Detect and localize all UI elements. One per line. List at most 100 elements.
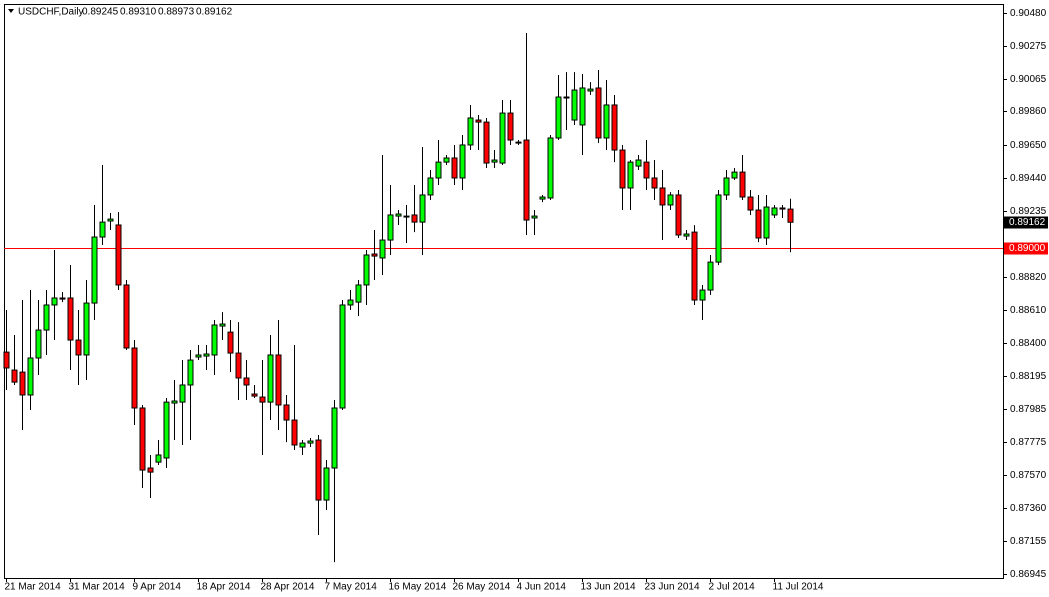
y-tick-label: 0.87155: [1010, 536, 1047, 547]
x-tick-label: 31 Mar 2014: [69, 582, 126, 593]
candle-body: [675, 194, 682, 236]
candle-body: [659, 187, 666, 206]
candle-body: [411, 214, 418, 223]
candle-body: [323, 467, 330, 501]
x-tick-label: 16 May 2014: [389, 582, 447, 593]
candle-body: [691, 231, 698, 301]
candle-body: [3, 351, 10, 369]
candle-body: [395, 213, 402, 217]
candle-body: [587, 88, 594, 92]
candle-body: [59, 297, 66, 300]
y-tick-label: 0.88820: [1010, 272, 1047, 283]
candle-body: [155, 454, 162, 463]
candle-body: [339, 304, 346, 409]
candle-body: [723, 177, 730, 196]
candle-body: [539, 196, 546, 200]
ohlc-value: 0.88973: [158, 7, 195, 18]
candle-body: [707, 261, 714, 291]
candle-body: [139, 407, 146, 471]
candle-body: [715, 194, 722, 263]
candle-body: [227, 331, 234, 354]
level-label: 0.89000: [1009, 243, 1046, 254]
candle-body: [363, 254, 370, 286]
candle-body: [443, 157, 450, 163]
candle-body: [427, 177, 434, 196]
candle-body: [163, 401, 170, 459]
candle-body: [787, 208, 794, 223]
candle-body: [555, 96, 562, 139]
y-tick-label: 0.90275: [1010, 41, 1047, 52]
x-tick-label: 21 Mar 2014: [5, 582, 62, 593]
y-tick-label: 0.89860: [1010, 106, 1047, 117]
candle-body: [507, 112, 514, 141]
candle-body: [115, 224, 122, 286]
candle-body: [27, 357, 34, 396]
candle-body: [235, 352, 242, 379]
candle-body: [219, 323, 226, 327]
candle-body: [211, 324, 218, 356]
candle-body: [467, 117, 474, 146]
candle-body: [523, 139, 530, 221]
y-tick-label: 0.86945: [1010, 569, 1047, 580]
candle-body: [547, 137, 554, 199]
candle-body: [75, 339, 82, 356]
y-tick-label: 0.88400: [1010, 338, 1047, 349]
candle-body: [291, 419, 298, 446]
candle-body: [643, 161, 650, 179]
candle-body: [459, 144, 466, 179]
y-tick-label: 0.90065: [1010, 74, 1047, 85]
candle-body: [651, 177, 658, 189]
candle-body: [595, 87, 602, 139]
candle-body: [371, 253, 378, 257]
ohlc-value: 0.89162: [196, 7, 233, 18]
candle-body: [195, 354, 202, 358]
candle-body: [131, 347, 138, 409]
candle-body: [731, 171, 738, 179]
candle-body: [627, 161, 634, 189]
y-tick-label: 0.89440: [1010, 173, 1047, 184]
y-tick-label: 0.89235: [1010, 206, 1047, 217]
candle-body: [283, 404, 290, 421]
candle-body: [99, 221, 106, 238]
candle-body: [91, 236, 98, 304]
candle-body: [611, 104, 618, 151]
symbol: USDCHF,Daily: [18, 7, 84, 18]
x-tick-label: 7 May 2014: [325, 582, 378, 593]
x-tick-label: 23 Jun 2014: [645, 582, 700, 593]
candle-body: [747, 196, 754, 211]
x-tick-label: 13 Jun 2014: [581, 582, 636, 593]
candle-body: [275, 354, 282, 406]
y-tick-label: 0.87570: [1010, 470, 1047, 481]
candle-body: [763, 206, 770, 239]
candle-body: [483, 121, 490, 164]
candle-body: [771, 207, 778, 216]
candle-body: [179, 384, 186, 403]
menu-arrow[interactable]: [8, 9, 14, 13]
candle-body: [403, 215, 410, 218]
candle-body: [515, 141, 522, 144]
candle-body: [347, 299, 354, 306]
candle-body: [171, 400, 178, 404]
y-tick-label: 0.87775: [1010, 437, 1047, 448]
y-tick-label: 0.87985: [1010, 404, 1047, 415]
candle-body: [251, 393, 258, 397]
candle-body: [11, 369, 18, 383]
x-tick-label: 9 Apr 2014: [133, 582, 182, 593]
x-tick-label: 11 Jul 2014: [773, 582, 824, 593]
y-tick-label: 0.87360: [1010, 503, 1047, 514]
x-tick-label: 2 Jul 2014: [709, 582, 756, 593]
ohlc-value: 0.89245: [82, 7, 119, 18]
candle-body: [531, 215, 538, 219]
x-tick-label: 26 May 2014: [453, 582, 511, 593]
candle-body: [67, 297, 74, 341]
y-tick-label: 0.88195: [1010, 371, 1047, 382]
candle-body: [603, 104, 610, 139]
candle-body: [451, 157, 458, 179]
candle-body: [123, 284, 130, 349]
candle-body: [147, 467, 154, 473]
candle-body: [435, 161, 442, 179]
candle-body: [187, 359, 194, 386]
candle-body: [107, 218, 114, 222]
candle-body: [739, 171, 746, 198]
